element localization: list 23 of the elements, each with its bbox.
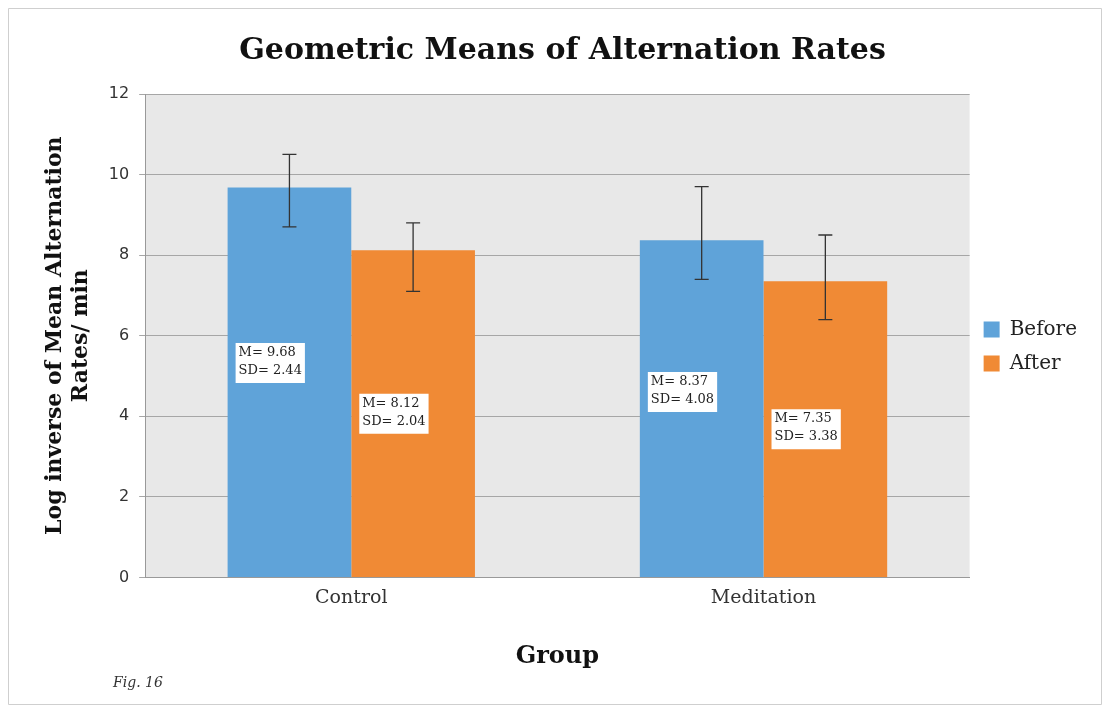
bar xyxy=(351,250,475,577)
y-axis-title: Log inverse of Mean Alternation Rates/ min xyxy=(39,136,93,536)
data-label: M= 8.37 SD= 4.08 xyxy=(650,372,715,406)
x-axis-title: Group xyxy=(515,639,600,669)
data-label: M= 7.35 SD= 3.38 xyxy=(774,410,838,444)
y-tick-label: 6 xyxy=(118,324,130,344)
y-tick-label: 2 xyxy=(118,485,130,505)
data-label: M= 8.12 SD= 2.04 xyxy=(362,394,426,428)
caption: Fig. 16 xyxy=(112,674,163,690)
bar xyxy=(227,187,352,577)
chart-title: Geometric Means of Alternation Rates xyxy=(239,30,886,66)
x-tick-label: Control xyxy=(315,584,388,607)
data-label: M= 9.68 SD= 2.44 xyxy=(238,343,302,377)
legend-label: After xyxy=(1008,349,1061,374)
x-tick-label: Meditation xyxy=(710,584,817,607)
y-tick-label: 0 xyxy=(118,566,130,586)
bar xyxy=(763,281,888,577)
y-tick-label: 10 xyxy=(108,163,130,183)
y-tick-label: 4 xyxy=(118,405,130,425)
y-tick-label: 8 xyxy=(118,244,130,264)
legend-label: Before xyxy=(1009,315,1077,340)
bar xyxy=(639,240,764,577)
y-tick-label: 12 xyxy=(108,83,130,103)
